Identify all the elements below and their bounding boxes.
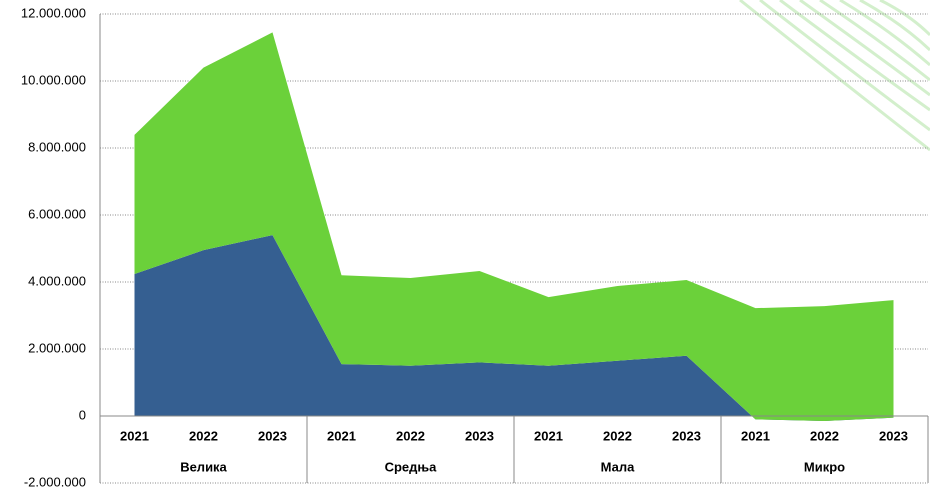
- x-tick-label: 2023: [258, 428, 287, 443]
- group-label: Велика: [180, 459, 227, 474]
- group-label: Мала: [601, 459, 635, 474]
- decoration: [739, 0, 930, 152]
- x-tick-label: 2023: [672, 428, 701, 443]
- x-tick-label: 2023: [465, 428, 494, 443]
- y-tick-label: 12.000.000: [21, 5, 86, 20]
- x-tick-label: 2023: [879, 428, 908, 443]
- x-tick-label: 2021: [120, 428, 149, 443]
- area: [134, 235, 894, 422]
- x-tick-label: 2022: [189, 428, 218, 443]
- y-tick-label: 8.000.000: [28, 139, 86, 154]
- y-tick-label: 0: [79, 407, 86, 422]
- x-tick-label: 2022: [396, 428, 425, 443]
- group-label: Микро: [804, 459, 845, 474]
- y-tick-label: 10.000.000: [21, 72, 86, 87]
- area: [134, 32, 894, 422]
- group-label: Средња: [385, 459, 438, 474]
- x-tick-label: 2022: [810, 428, 839, 443]
- y-tick-label: 6.000.000: [28, 206, 86, 221]
- y-tick-label: 4.000.000: [28, 273, 86, 288]
- x-tick-label: 2021: [741, 428, 770, 443]
- x-tick-label: 2021: [534, 428, 563, 443]
- y-tick-label: -2.000.000: [24, 474, 86, 489]
- x-tick-label: 2021: [327, 428, 356, 443]
- x-tick-label: 2022: [603, 428, 632, 443]
- y-tick-label: 2.000.000: [28, 340, 86, 355]
